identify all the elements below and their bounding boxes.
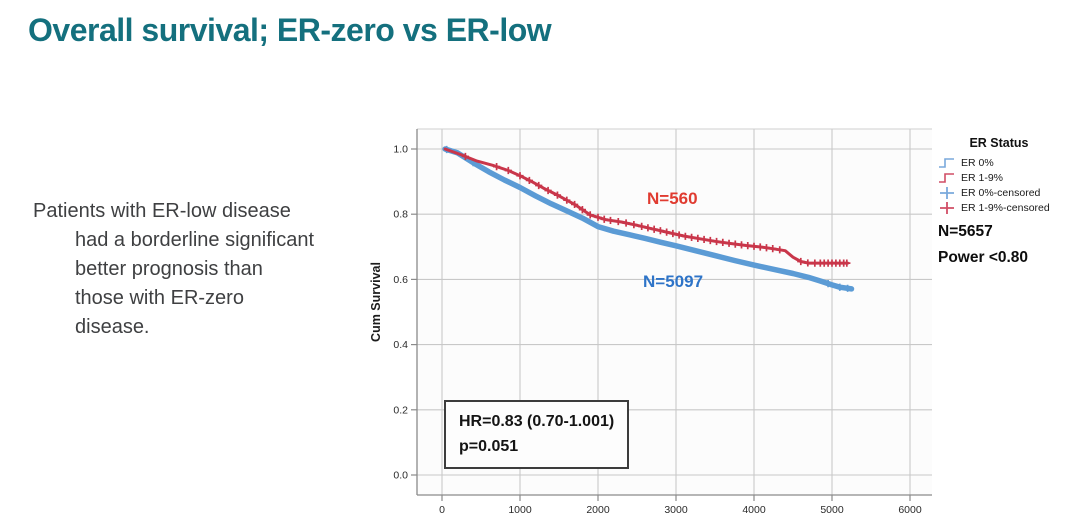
censor-mark bbox=[461, 152, 469, 161]
legend-item-label: ER 0% bbox=[961, 156, 994, 169]
censor-mark bbox=[622, 219, 630, 227]
censor-mark bbox=[756, 243, 764, 251]
summary-line: better prognosis than bbox=[75, 258, 263, 280]
x-tick-label: 2000 bbox=[586, 504, 610, 516]
x-tick-label: 5000 bbox=[820, 504, 844, 516]
censor-mark bbox=[700, 235, 708, 244]
censor-mark bbox=[614, 217, 622, 226]
censor-mark bbox=[744, 242, 752, 250]
censor-mark bbox=[824, 280, 832, 288]
chart-legend: ER Status ER 0% ER 1-9% ER 0%-censored E… bbox=[930, 136, 1080, 215]
censor-mark bbox=[644, 224, 652, 232]
censor-mark bbox=[750, 242, 758, 250]
censor-mark bbox=[769, 245, 777, 253]
y-tick-label: 0.0 bbox=[393, 470, 408, 482]
censor-mark bbox=[725, 239, 733, 247]
y-tick-label: 0.6 bbox=[393, 274, 408, 286]
censor-mark bbox=[535, 181, 543, 190]
page-title: Overall survival; ER-zero vs ER-low bbox=[28, 12, 552, 48]
censor-mark bbox=[731, 240, 739, 248]
censor-mark bbox=[836, 283, 844, 291]
censor-mark bbox=[719, 238, 727, 246]
legend-item-label: ER 0%-censored bbox=[961, 186, 1041, 199]
legend-title: ER Status bbox=[969, 136, 1029, 150]
censor-mark bbox=[594, 213, 602, 221]
plus-censor-icon bbox=[940, 201, 954, 214]
legend-item-label: ER 1-9% bbox=[961, 171, 1004, 184]
survival-curve bbox=[442, 146, 855, 292]
p-value-text: p=0.051 bbox=[459, 438, 519, 455]
censor-mark bbox=[656, 227, 664, 235]
y-tick-label: 0.4 bbox=[393, 339, 408, 351]
censor-mark bbox=[663, 228, 671, 236]
censor-mark bbox=[669, 229, 677, 238]
group-size-label-er-low: N=560 bbox=[647, 189, 698, 208]
total-n-text: N=5657 bbox=[938, 223, 993, 240]
summary-line: Patients with ER-low disease bbox=[33, 200, 291, 222]
legend-item-er0: ER 0% bbox=[930, 155, 1080, 170]
step-line-icon bbox=[939, 172, 954, 183]
y-tick-label: 0.2 bbox=[393, 404, 408, 416]
censor-mark bbox=[544, 186, 552, 195]
censor-mark bbox=[606, 216, 615, 225]
summary-line: disease. bbox=[75, 316, 150, 338]
y-tick-label: 0.8 bbox=[393, 209, 408, 221]
censor-mark bbox=[586, 211, 594, 219]
hazard-ratio-text: HR=0.83 (0.70-1.001) bbox=[459, 413, 615, 430]
plus-censor-icon bbox=[940, 186, 954, 199]
legend-item-er1-9-censored: ER 1-9%-censored bbox=[930, 200, 1080, 215]
censor-mark bbox=[694, 234, 702, 242]
legend-item-er1-9: ER 1-9% bbox=[930, 170, 1080, 185]
hazard-ratio-annotation-box: HR=0.83 (0.70-1.001) p=0.051 bbox=[444, 400, 630, 469]
censor-mark bbox=[712, 237, 721, 246]
survival-chart: 0.0 0.2 0.4 0.6 0.8 1.0 0 1000 2000 3000 4000 5000 6… bbox=[360, 118, 945, 528]
x-tick-label: 1000 bbox=[508, 504, 532, 516]
summary-text: Patients with ER-low disease had a borde… bbox=[33, 197, 353, 342]
censor-mark bbox=[804, 259, 812, 267]
y-axis-title: Cum Survival bbox=[369, 262, 383, 342]
censor-mark bbox=[553, 191, 562, 199]
censor-mark bbox=[638, 222, 646, 230]
censor-mark bbox=[600, 215, 608, 223]
censor-mark bbox=[516, 172, 524, 180]
censor-mark bbox=[630, 221, 638, 229]
summary-line: had a borderline significant bbox=[75, 229, 315, 251]
censor-mark bbox=[797, 257, 805, 266]
censor-mark bbox=[843, 259, 851, 267]
summary-line: those with ER-zero bbox=[75, 287, 244, 309]
x-tick-label: 4000 bbox=[742, 504, 766, 516]
cohort-stats: N=5657 Power <0.80 bbox=[938, 219, 1028, 271]
x-tick-label: 6000 bbox=[898, 504, 922, 516]
censor-mark bbox=[525, 176, 533, 185]
legend-item-er0-censored: ER 0%-censored bbox=[930, 185, 1080, 200]
legend-item-label: ER 1-9%-censored bbox=[961, 201, 1050, 214]
step-line-icon bbox=[939, 157, 954, 168]
censor-mark bbox=[571, 200, 579, 209]
censor-mark bbox=[737, 241, 746, 249]
censor-mark bbox=[504, 166, 512, 175]
censor-mark bbox=[675, 231, 683, 239]
power-text: Power <0.80 bbox=[938, 249, 1029, 266]
censor-mark bbox=[681, 232, 689, 240]
x-tick-label: 0 bbox=[439, 504, 445, 516]
censor-mark bbox=[762, 244, 771, 252]
censor-mark bbox=[706, 236, 714, 245]
censor-mark bbox=[650, 225, 658, 233]
censor-mark bbox=[844, 284, 852, 292]
censor-mark bbox=[776, 246, 784, 254]
x-tick-label: 3000 bbox=[664, 504, 688, 516]
censor-mark bbox=[493, 163, 501, 171]
y-tick-label: 1.0 bbox=[393, 144, 408, 156]
censor-mark bbox=[578, 206, 586, 214]
censor-mark bbox=[688, 233, 696, 241]
group-size-label-er-zero: N=5097 bbox=[643, 272, 704, 291]
censor-mark bbox=[563, 196, 571, 204]
